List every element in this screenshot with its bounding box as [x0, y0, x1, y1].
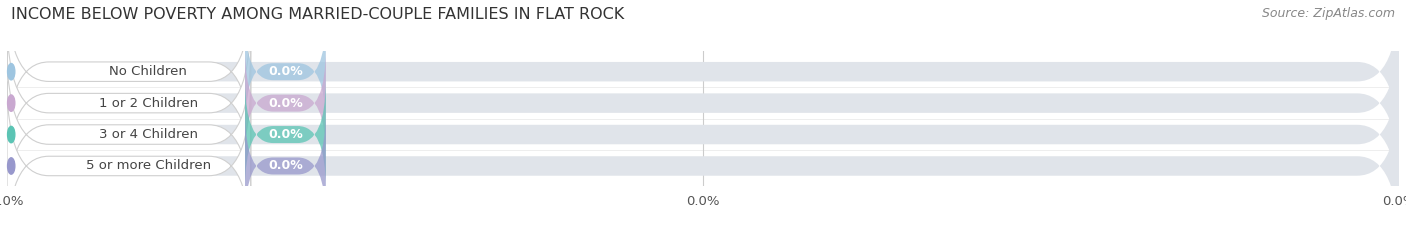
FancyBboxPatch shape [7, 81, 1399, 233]
Circle shape [7, 158, 15, 174]
Text: INCOME BELOW POVERTY AMONG MARRIED-COUPLE FAMILIES IN FLAT ROCK: INCOME BELOW POVERTY AMONG MARRIED-COUPL… [11, 7, 624, 22]
FancyBboxPatch shape [7, 0, 1399, 156]
Text: Source: ZipAtlas.com: Source: ZipAtlas.com [1261, 7, 1395, 20]
Text: 3 or 4 Children: 3 or 4 Children [98, 128, 198, 141]
Circle shape [7, 126, 15, 143]
Text: 1 or 2 Children: 1 or 2 Children [98, 97, 198, 110]
FancyBboxPatch shape [7, 19, 250, 188]
FancyBboxPatch shape [245, 49, 326, 158]
FancyBboxPatch shape [7, 50, 250, 219]
Circle shape [7, 95, 15, 111]
FancyBboxPatch shape [7, 0, 250, 156]
Circle shape [7, 64, 15, 80]
Text: 5 or more Children: 5 or more Children [86, 159, 211, 172]
FancyBboxPatch shape [7, 81, 250, 233]
FancyBboxPatch shape [7, 19, 1399, 188]
Text: No Children: No Children [110, 65, 187, 78]
FancyBboxPatch shape [245, 17, 326, 126]
FancyBboxPatch shape [245, 112, 326, 220]
Text: 0.0%: 0.0% [269, 128, 302, 141]
Text: 0.0%: 0.0% [269, 159, 302, 172]
Text: 0.0%: 0.0% [269, 97, 302, 110]
FancyBboxPatch shape [7, 50, 1399, 219]
FancyBboxPatch shape [245, 80, 326, 189]
Text: 0.0%: 0.0% [269, 65, 302, 78]
